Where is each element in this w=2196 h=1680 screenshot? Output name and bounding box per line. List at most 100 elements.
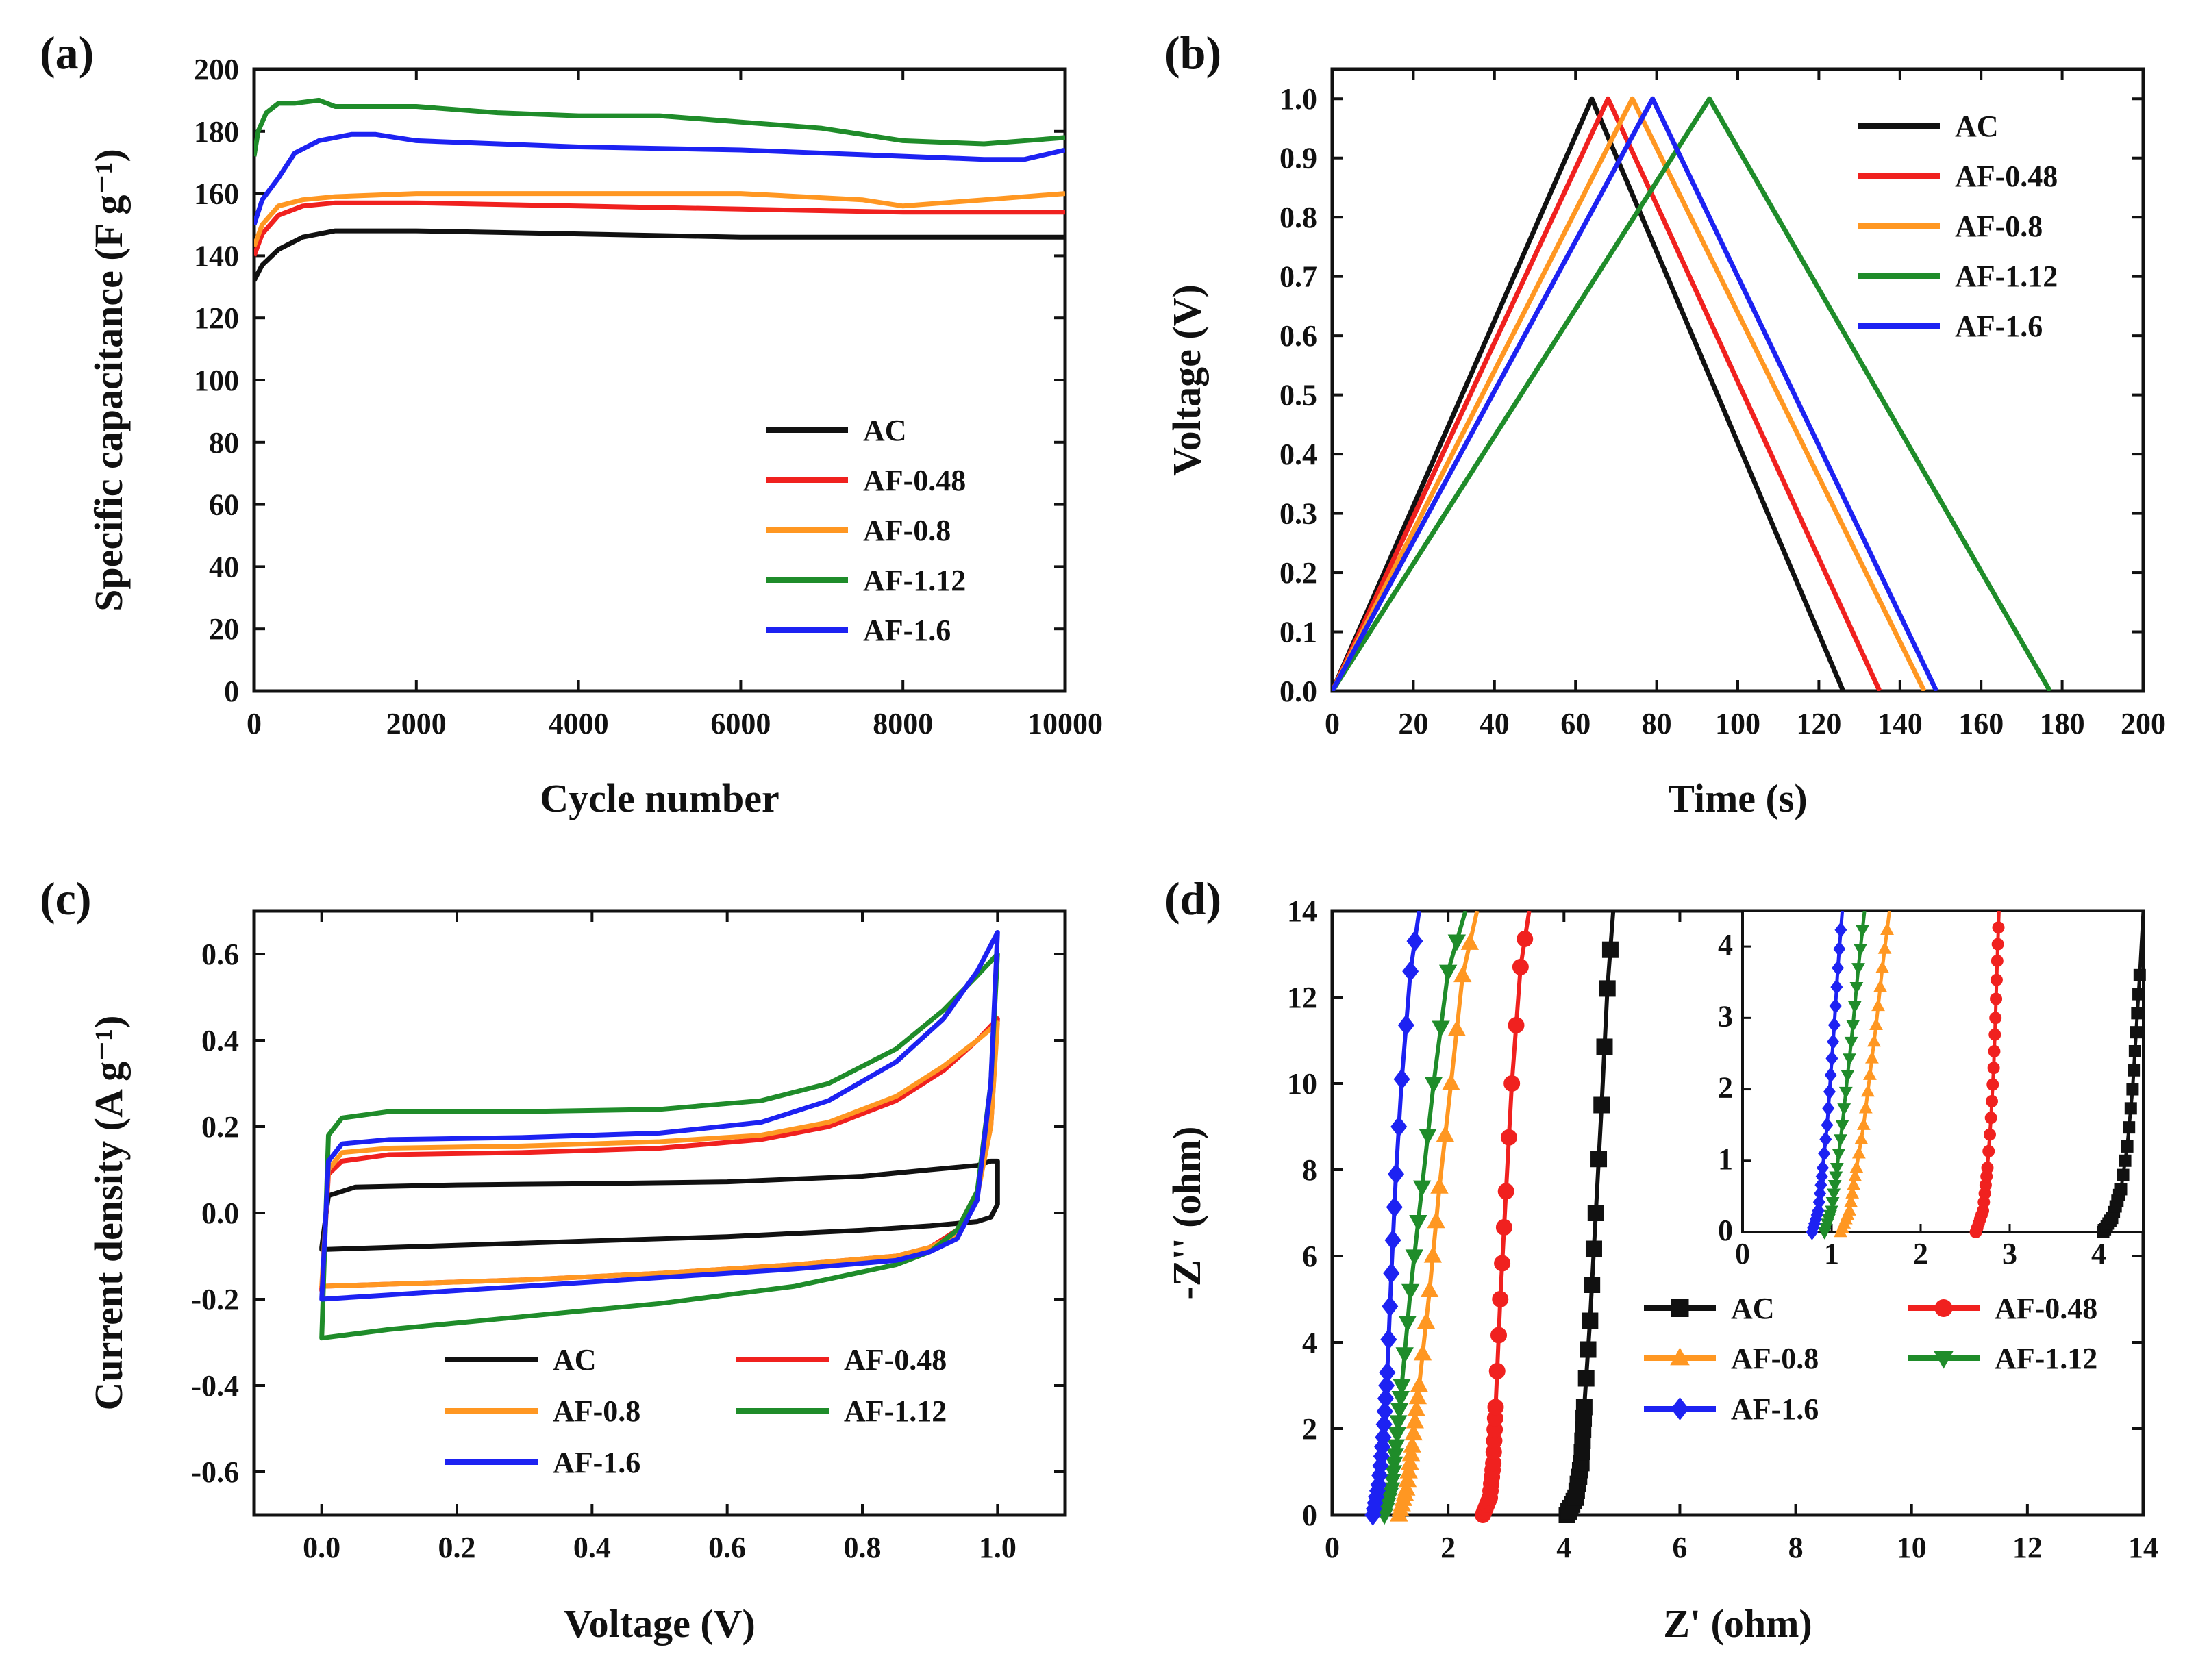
inset-marker-af-08 xyxy=(1851,1146,1866,1159)
panel-b: (b) 0 20 40 60 80 100 120 140 160 180 200 0.0 0.1 0.2 0… xyxy=(1164,27,2166,820)
data-marker-af-16 xyxy=(1380,1329,1397,1351)
y-tick-label: 80 xyxy=(209,426,239,460)
inset-marker-af-08 xyxy=(1849,1160,1864,1173)
x-tick-label: 2000 xyxy=(386,707,447,740)
data-marker-af-08 xyxy=(1442,1073,1460,1090)
inset-marker-af-16 xyxy=(1834,922,1847,938)
inset-marker-af-16 xyxy=(1817,1159,1829,1176)
series-line-af-08 xyxy=(319,1020,1000,1289)
panel-a: (a) 0 2000 4000 6000 8000 10000 0 20 40 60 80 100 120… xyxy=(40,27,1103,820)
y-tick-label: -0.4 xyxy=(191,1369,239,1403)
data-marker-af-048 xyxy=(1512,958,1529,975)
data-marker-ac xyxy=(1596,1038,1613,1055)
data-marker-af-048 xyxy=(1494,1255,1511,1272)
y-tick-label: 0.6 xyxy=(201,938,239,971)
legend-label: AF-1.12 xyxy=(844,1394,947,1428)
data-marker-af-112 xyxy=(1405,1249,1424,1266)
y-axis-label: Current density (A g⁻¹) xyxy=(86,1016,131,1411)
x-tick-label: 8000 xyxy=(873,707,933,740)
y-tick-label: 8 xyxy=(1302,1153,1317,1187)
inset-marker-af-112 xyxy=(1851,963,1865,976)
x-axis-label: Z' (ohm) xyxy=(1663,1601,1812,1646)
legend-marker xyxy=(1671,1397,1689,1420)
inset-marker-af-08 xyxy=(1843,1203,1856,1216)
inset-marker-af-112 xyxy=(1849,981,1864,994)
inset-x-tick-label: 3 xyxy=(2002,1237,2017,1270)
data-marker-af-048 xyxy=(1488,1363,1506,1379)
y-tick-label: 200 xyxy=(194,53,239,86)
data-marker-af-08 xyxy=(1430,1177,1449,1194)
series-line-af-08 xyxy=(1332,96,1927,691)
inset-marker-af-048 xyxy=(1984,1112,1997,1125)
inset-y-tick-label: 0 xyxy=(1718,1214,1733,1247)
y-tick-label: 0.8 xyxy=(1280,201,1317,234)
legend-label: AF-0.8 xyxy=(863,514,951,547)
inset-marker-af-08 xyxy=(1865,1051,1879,1064)
data-marker-af-16 xyxy=(1386,1196,1403,1218)
data-marker-af-16 xyxy=(1390,1116,1408,1138)
data-marker-af-08 xyxy=(1423,1246,1443,1263)
x-tick-label: 0.8 xyxy=(844,1531,882,1564)
inset-marker-af-112 xyxy=(1825,1205,1838,1218)
inset-marker-af-112 xyxy=(1834,1134,1847,1147)
inset-y-tick-label: 3 xyxy=(1718,999,1733,1033)
y-tick-label: 0.3 xyxy=(1280,497,1317,531)
legend: AC AF-0.48 AF-0.8 AF-1.12 AF-1.6 xyxy=(766,414,966,647)
data-marker-af-08 xyxy=(1403,1435,1421,1453)
x-tick-label: 1.0 xyxy=(979,1531,1016,1564)
legend-label: AF-1.12 xyxy=(1955,260,2058,293)
series-line-ac xyxy=(254,228,1065,282)
inset-marker-af-112 xyxy=(1827,1180,1842,1193)
inset-marker-ac xyxy=(2132,988,2145,1001)
inset-marker-af-08 xyxy=(1848,1168,1862,1181)
x-tick-label: 0 xyxy=(1325,707,1340,740)
inset-marker-af-08 xyxy=(1873,979,1887,992)
series-line-ac xyxy=(319,1158,1000,1252)
inset-x-tick-label: 1 xyxy=(1824,1237,1839,1270)
y-tick-label: 0.0 xyxy=(1280,675,1317,708)
legend-label: AF-1.6 xyxy=(553,1446,640,1479)
legend-label: AF-1.12 xyxy=(1995,1342,2097,1375)
inset-y-tick-label: 4 xyxy=(1718,928,1733,962)
inset-marker-ac xyxy=(2130,1026,2143,1039)
x-tick-label: 10 xyxy=(1897,1531,1927,1564)
inset-marker-af-16 xyxy=(1824,1067,1837,1083)
legend-label: AC xyxy=(553,1343,597,1377)
legend: AC AF-0.48 AF-0.8 AF-1.12 AF-1.6 xyxy=(445,1343,947,1479)
inset-marker-ac xyxy=(2128,1044,2141,1057)
x-tick-label: 0.4 xyxy=(573,1531,611,1564)
data-marker-af-112 xyxy=(1384,1465,1403,1482)
inset-marker-af-08 xyxy=(1875,960,1889,973)
y-tick-label: 0.5 xyxy=(1280,379,1317,412)
inset-marker-af-08 xyxy=(1860,1084,1875,1097)
legend-label: AC xyxy=(1955,110,1999,143)
inset-y-tick-label: 1 xyxy=(1718,1142,1733,1176)
data-marker-af-112 xyxy=(1438,964,1458,981)
inset-marker-af-112 xyxy=(1832,1149,1846,1162)
inset-marker-af-08 xyxy=(1858,1101,1873,1114)
data-marker-ac xyxy=(1575,1399,1593,1416)
y-tick-label: 10 xyxy=(1287,1067,1317,1101)
y-tick-label: 14 xyxy=(1287,894,1317,928)
y-tick-label: 0.0 xyxy=(201,1196,239,1230)
data-marker-af-16 xyxy=(1376,1401,1393,1422)
inset-marker-af-16 xyxy=(1818,1145,1831,1162)
y-tick-label: 1.0 xyxy=(1280,82,1317,116)
legend-label: AF-0.8 xyxy=(1731,1342,1819,1375)
panel-label: (a) xyxy=(40,27,94,79)
inset-y-tick-label: 2 xyxy=(1718,1071,1733,1105)
inset-marker-af-08 xyxy=(1877,941,1892,954)
y-tick-label: 0.4 xyxy=(201,1024,239,1057)
y-tick-label: 12 xyxy=(1287,981,1317,1014)
x-tick-label: 100 xyxy=(1715,707,1760,740)
legend-marker xyxy=(1670,1347,1690,1366)
y-tick-label: 0 xyxy=(224,675,239,708)
y-tick-label: 0 xyxy=(1302,1499,1317,1532)
data-marker-af-048 xyxy=(1500,1129,1517,1146)
inset-marker-af-112 xyxy=(1847,1001,1862,1014)
series-line-af-08 xyxy=(254,191,1065,248)
legend: AC AF-0.48 AF-0.8 AF-1.12 AF-1.6 xyxy=(1858,110,2058,343)
data-marker-af-112 xyxy=(1398,1316,1417,1332)
data-marker-af-08 xyxy=(1397,1479,1416,1496)
inset-marker-ac xyxy=(2133,968,2146,981)
